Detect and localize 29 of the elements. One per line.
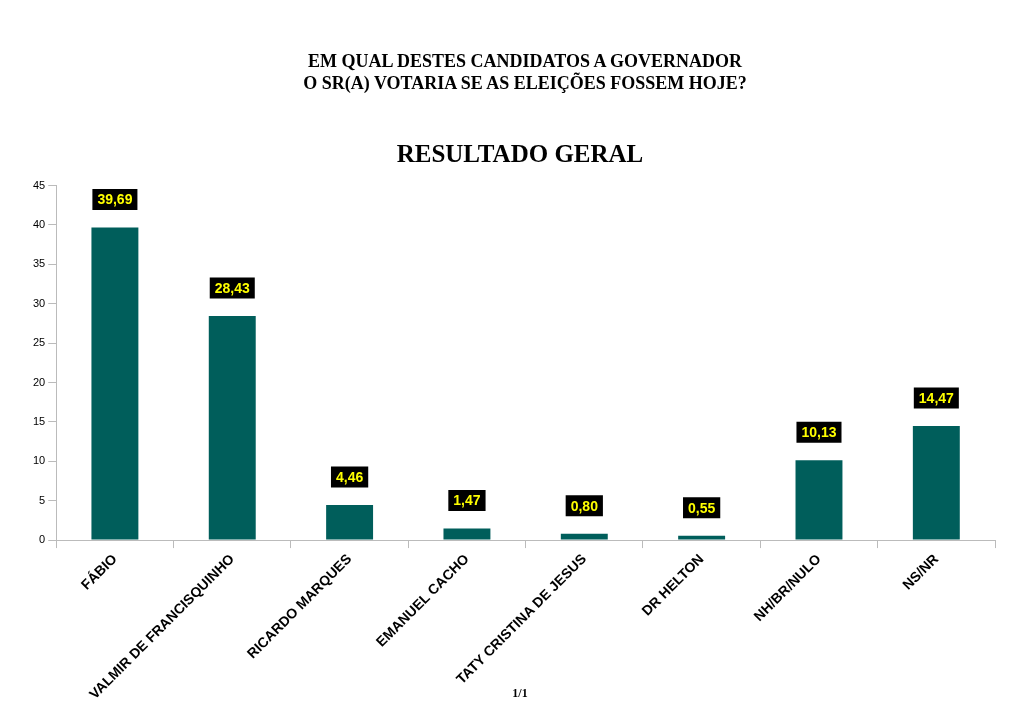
y-tick-label: 5 [39,493,46,506]
text: 1/1 [511,686,529,701]
data-label: 28,43 [214,279,250,296]
bar [678,535,726,540]
data-label: 0,55 [688,499,716,516]
y-tick-label: 40 [32,218,46,231]
data-label: 10,13 [801,424,837,441]
data-label: 0,80 [570,497,599,514]
y-tick-label: 20 [32,375,46,388]
bar [326,504,374,540]
data-label: 14,47 [918,389,955,406]
chart-title: EM QUAL DESTES CANDIDATOS A GOVERNADOR O SR(A) VOTARIA SE AS ELEIÇÕES FOSSEM HOJE? [302,50,748,94]
y-tick-label: 30 [32,296,46,309]
bar [560,533,608,540]
y-tick-label: 15 [32,414,46,427]
data-label: 4,46 [335,468,364,485]
y-tick-label: 35 [32,257,46,270]
bar [912,426,960,540]
chart-subtitle: RESULTADO GERAL [395,140,645,168]
y-tick-label: 45 [32,178,46,191]
bar [795,460,843,540]
bar [443,528,491,540]
data-label: 39,69 [97,191,133,208]
bar [91,227,139,540]
y-tick-label: 10 [32,454,46,467]
y-tick-label: 25 [32,336,46,349]
y-tick-label: 0 [39,533,46,546]
bar [208,316,256,540]
data-label: 1,47 [453,492,481,509]
